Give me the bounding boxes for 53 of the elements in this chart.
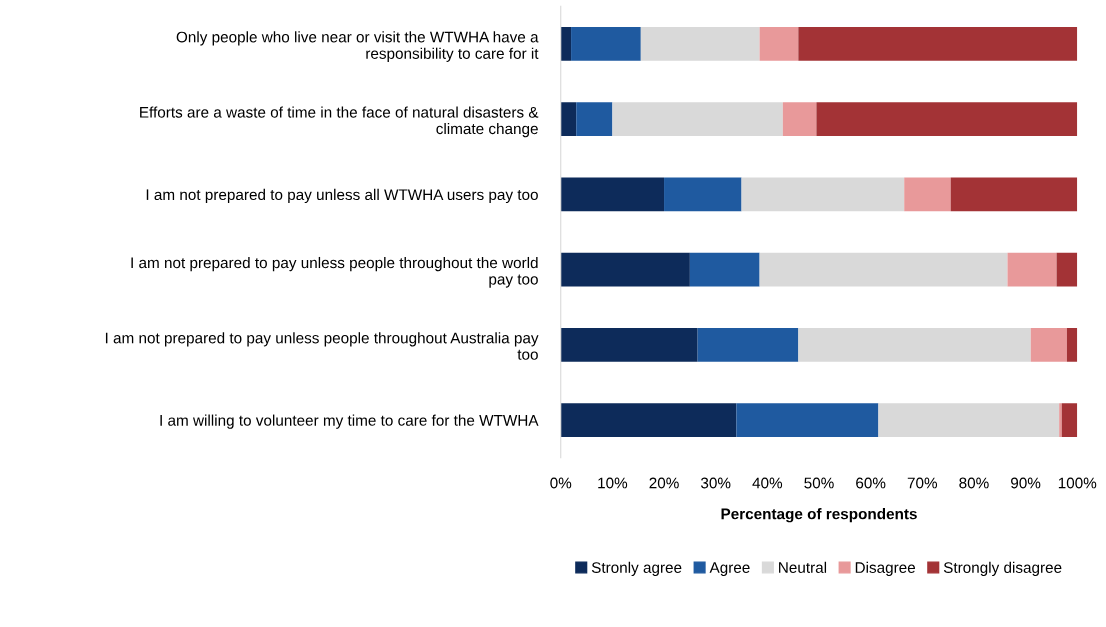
x-tick-label: 70%: [907, 477, 938, 489]
y-tick-label: Efforts are a waste of time in the face of natural disasters & climate change: [140, 106, 539, 138]
y-tick-label: I am not prepared to pay unless people throughout the world pay too: [131, 256, 538, 288]
bar: [571, 26, 641, 61]
x-tick-label: 20%: [649, 477, 679, 489]
x-tick-label: 100%: [1058, 477, 1097, 489]
y-tick-label: I am not prepared to pay unless all WTWHA users pay too: [146, 188, 538, 204]
bar: [560, 252, 690, 287]
bar: [640, 26, 760, 61]
bar: [816, 102, 1078, 137]
bar: [1030, 327, 1067, 362]
bar: [759, 26, 799, 61]
bar: [736, 403, 879, 438]
bar: [782, 102, 817, 137]
legend-label: Strongly disagree: [943, 561, 1062, 576]
y-tick-label: I am not prepared to pay unless people throughout Australia pay too: [105, 332, 539, 360]
bar: [689, 252, 760, 287]
bar: [560, 26, 572, 61]
x-tick-label: 0%: [550, 477, 572, 489]
bar: [950, 177, 1078, 212]
legend-label: Agree: [709, 562, 750, 576]
bar: [697, 327, 799, 362]
x-tick-label: 50%: [804, 477, 834, 489]
legend-label: Disagree: [855, 561, 916, 576]
bar: [576, 102, 613, 137]
bar: [798, 327, 1031, 362]
x-axis-title: Percentage of respondents: [721, 508, 917, 523]
x-tick-label: 60%: [856, 477, 886, 489]
bar: [560, 327, 698, 362]
legend-label: Neutral: [779, 561, 827, 573]
bar: [798, 26, 1078, 61]
legend-label: Stronly agree: [591, 561, 682, 576]
bar: [560, 403, 737, 438]
bar: [560, 102, 577, 137]
bar: [878, 403, 1060, 438]
y-tick-label: I am willing to volunteer my time to care for the WTWHA: [160, 414, 539, 429]
bar: [612, 102, 783, 137]
bar: [904, 177, 951, 212]
bar: [1059, 403, 1062, 438]
bar: [1007, 252, 1057, 287]
bar: [741, 177, 905, 212]
x-tick-label: 10%: [598, 477, 628, 489]
bar: [560, 177, 665, 212]
bar: [1066, 327, 1078, 362]
bar: [1056, 252, 1078, 287]
x-tick-label: 30%: [700, 477, 731, 489]
x-tick-label: 80%: [959, 477, 989, 489]
bar: [1061, 403, 1078, 438]
y-tick-label: Only people who live near or visit the WTWHA have a responsibility to care for it: [176, 31, 539, 62]
bar: [759, 252, 1008, 287]
x-tick-label: 90%: [1011, 477, 1041, 489]
x-tick-label: 40%: [752, 477, 783, 489]
bar: [664, 177, 742, 212]
